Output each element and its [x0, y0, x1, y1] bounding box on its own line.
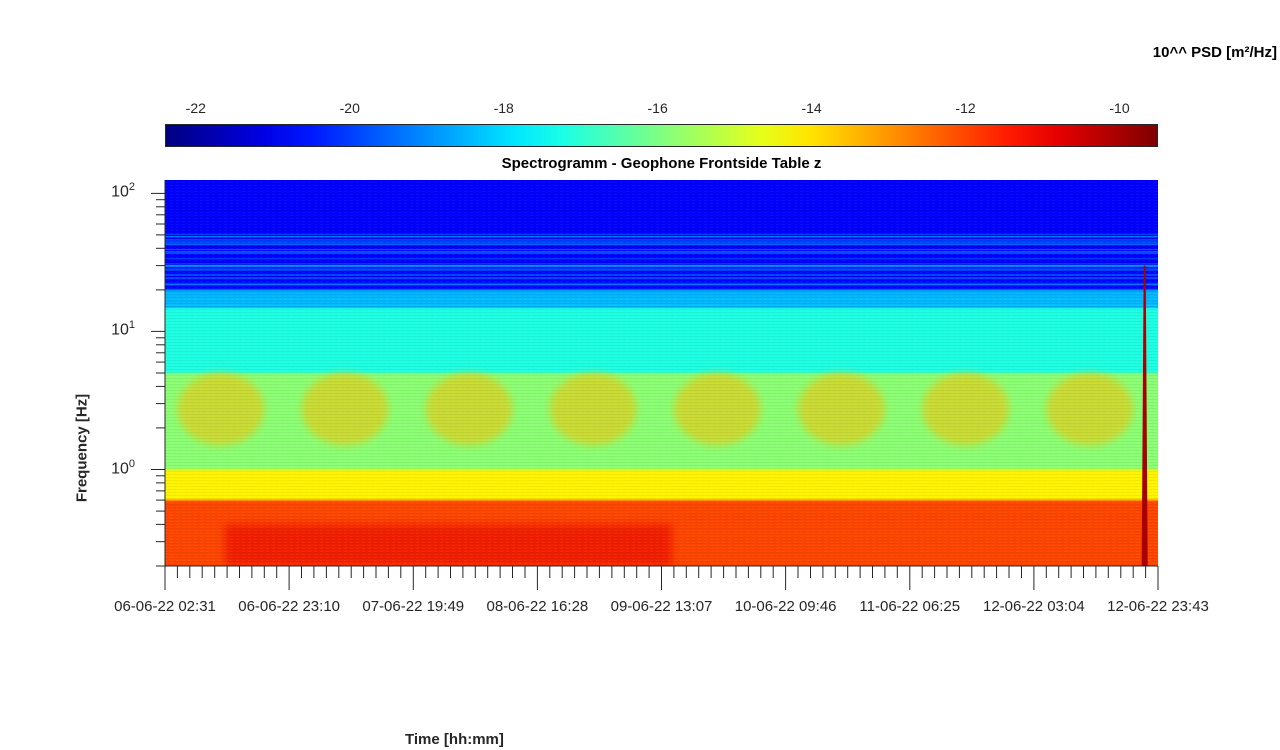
y-tick-exponent: 1 — [128, 319, 135, 332]
colorbar-tick-label: -22 — [185, 100, 206, 116]
noise-overlay — [165, 180, 1158, 566]
x-tick-label: 06-06-22 02:31 — [114, 598, 216, 615]
event-spike — [1141, 265, 1148, 566]
y-axis-label: Frequency [Hz] — [73, 393, 91, 503]
chart-title: Spectrogramm - Geophone Frontside Table … — [501, 155, 822, 172]
y-tick-exponent: 2 — [128, 181, 135, 194]
colorbar — [165, 124, 1158, 147]
heatmap-area — [165, 180, 1158, 566]
colorbar-tick-label: -12 — [955, 100, 976, 116]
x-tick-label: 08-06-22 16:28 — [486, 598, 589, 615]
x-tick-label: 12-06-22 23:43 — [1107, 598, 1209, 615]
x-tick-label: 06-06-22 23:10 — [238, 598, 340, 615]
y-tick-base: 10 — [111, 321, 129, 339]
colorbar-tick-label: -20 — [339, 100, 360, 116]
x-tick-label: 07-06-22 19:49 — [362, 598, 465, 615]
x-tick-label: 09-06-22 13:07 — [610, 598, 713, 615]
x-axis-label: Time [hh:mm] — [405, 731, 504, 748]
y-tick-label: 102 — [75, 181, 135, 201]
colorbar-tick-labels: -22 -20 -18 -16 -14 -12 -10 — [165, 100, 1158, 124]
colorbar-tick-label: -18 — [493, 100, 514, 116]
x-tick-label: 12-06-22 03:04 — [983, 598, 1085, 615]
y-tick-exponent: 0 — [128, 457, 135, 470]
y-tick-base: 10 — [111, 183, 129, 201]
y-tick-label: 100 — [75, 458, 135, 478]
colorbar-tick-label: -10 — [1109, 100, 1130, 116]
y-tick-base: 10 — [111, 459, 129, 477]
colorbar-tick-label: -16 — [647, 100, 668, 116]
x-tick-label: 11-06-22 06:25 — [859, 598, 961, 615]
axes — [151, 180, 1159, 590]
colorbar-title: 10^^ PSD [m²/Hz] — [1152, 44, 1277, 61]
colorbar-tick-label: -14 — [801, 100, 822, 116]
x-tick-label: 10-06-22 09:46 — [734, 598, 837, 615]
y-tick-label: 101 — [75, 319, 135, 339]
